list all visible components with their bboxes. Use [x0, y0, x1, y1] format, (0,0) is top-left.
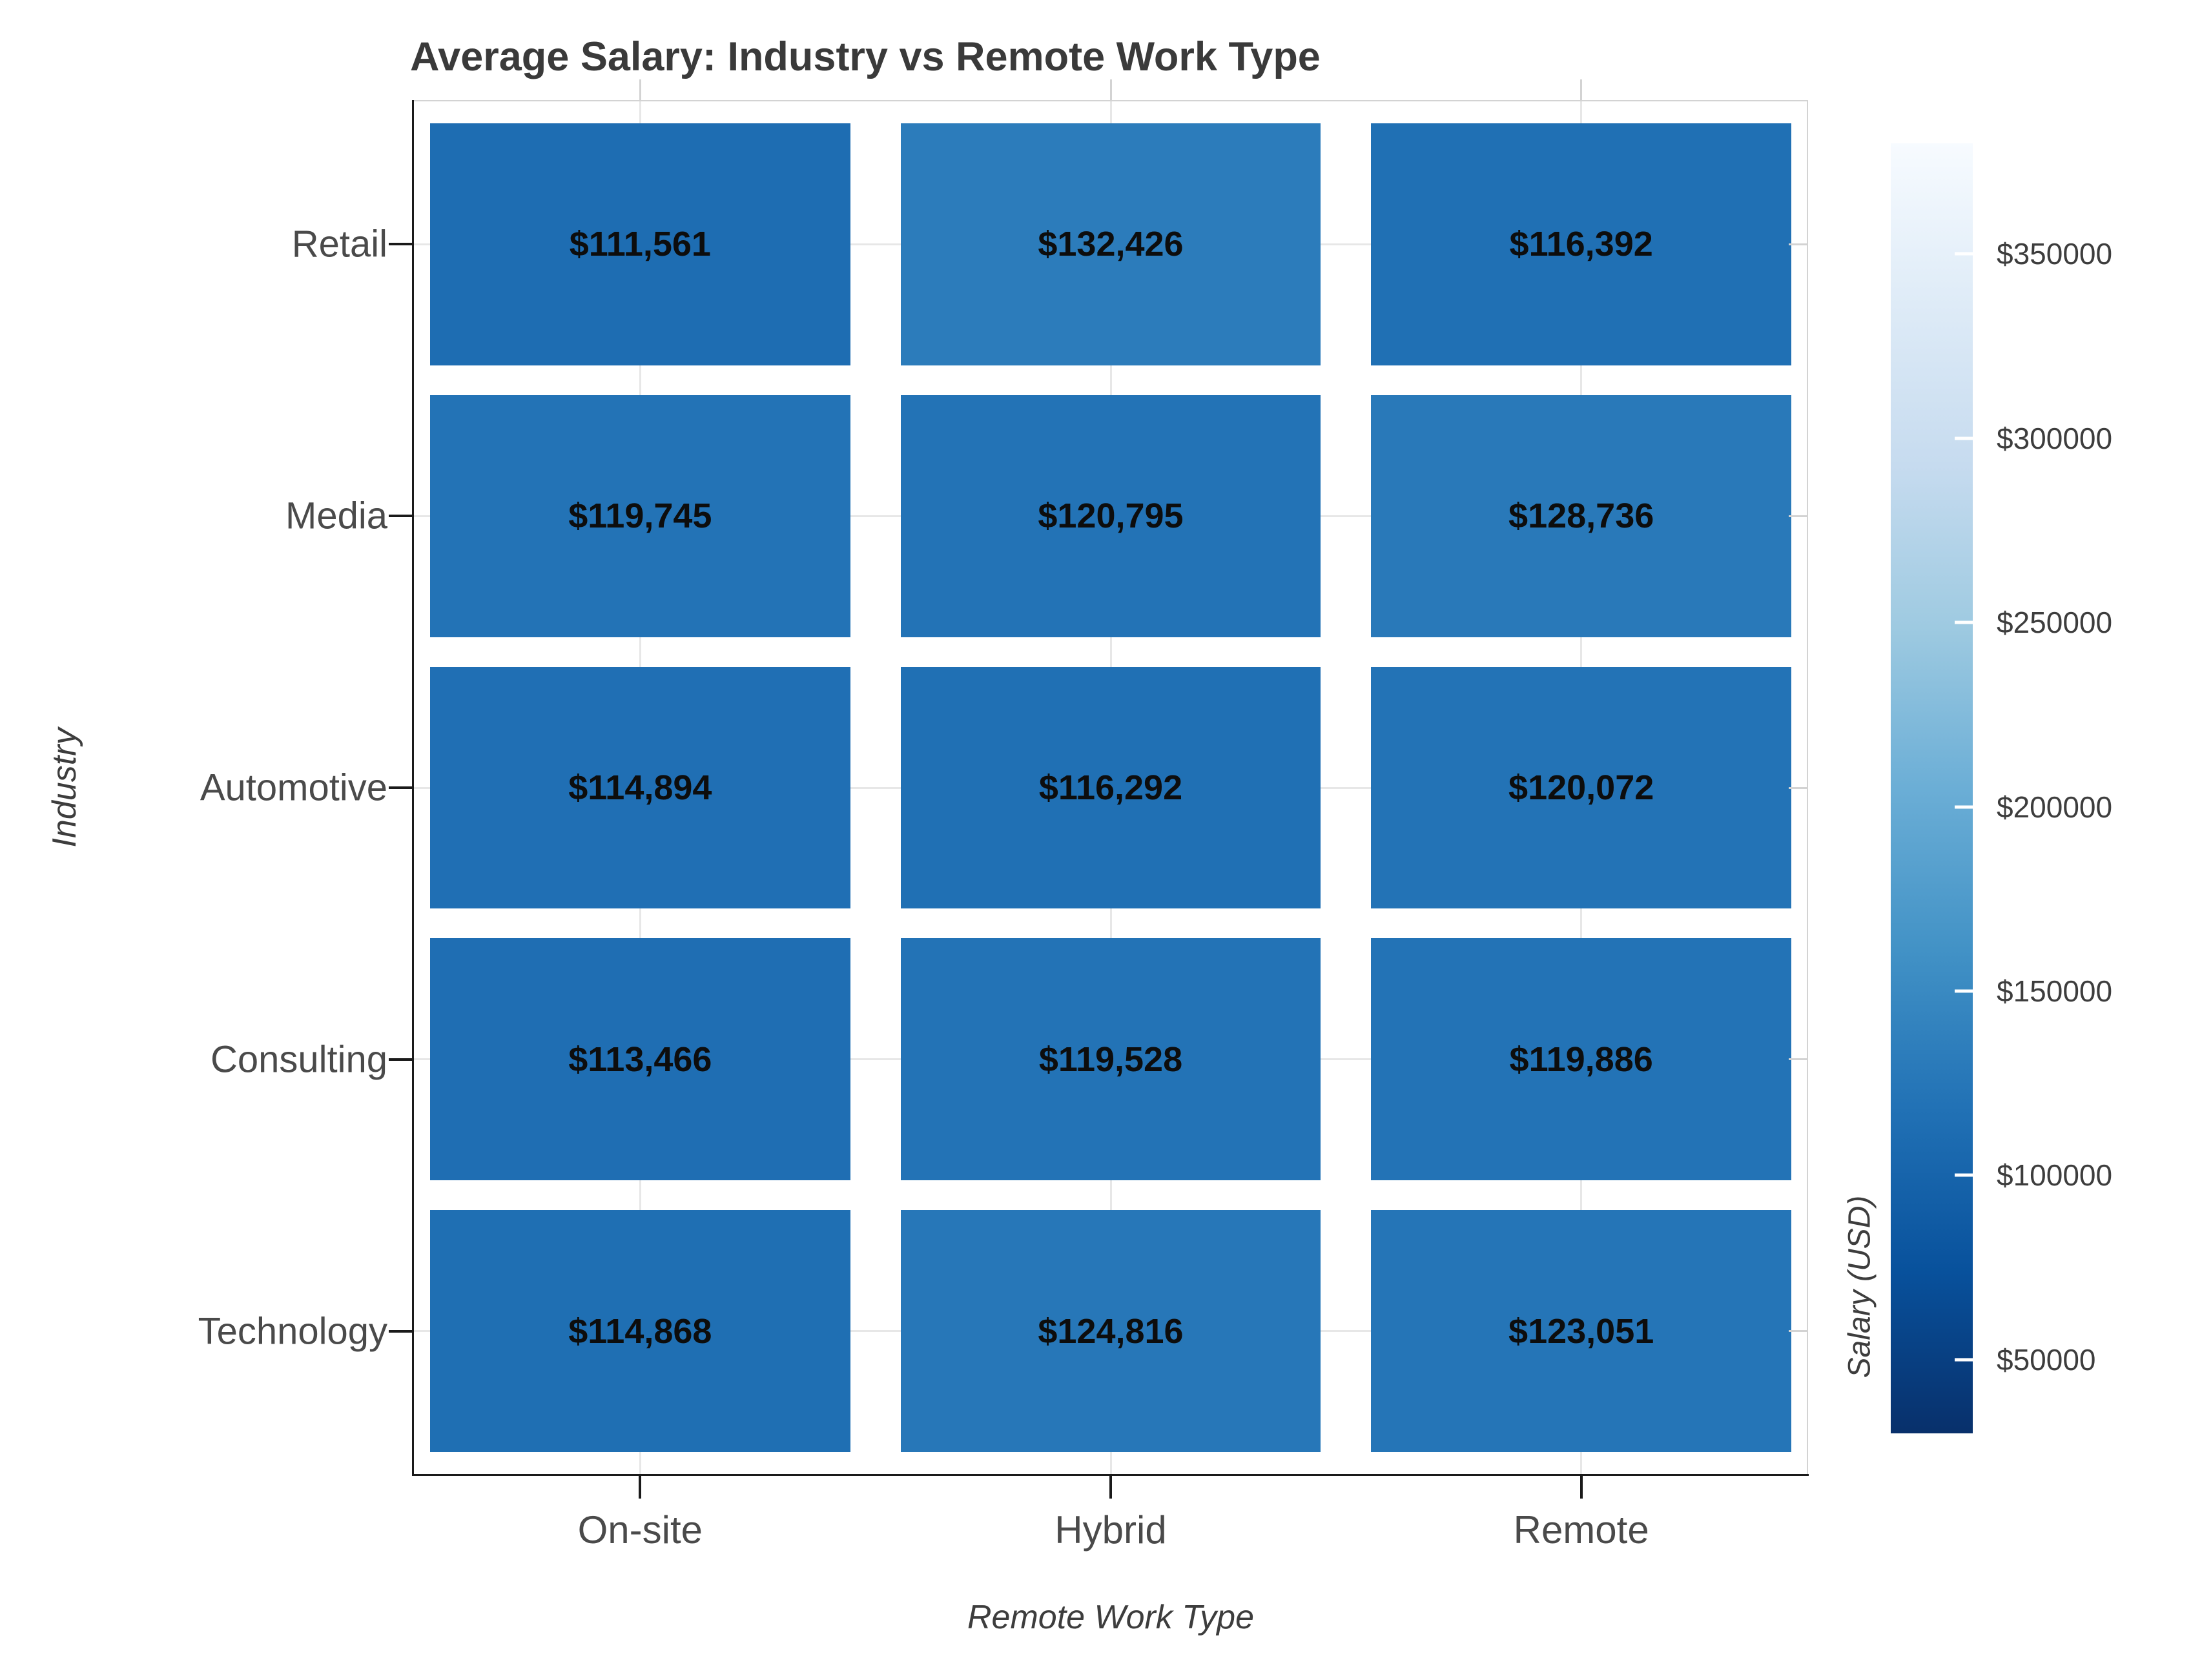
heatmap-cell-value: $120,795 — [1038, 497, 1184, 536]
y-tick-label: Automotive — [200, 766, 387, 809]
x-axis-tick — [1109, 1475, 1112, 1499]
heatmap-cell: $119,745 — [430, 394, 850, 637]
heatmap-cell-value: $114,868 — [568, 1311, 712, 1351]
top-spine-tick — [639, 79, 641, 101]
heatmap-cell: $116,392 — [1371, 123, 1791, 365]
heatmap-cell: $114,868 — [430, 1210, 850, 1452]
heatmap-cell: $120,795 — [900, 394, 1321, 637]
y-axis-tick — [389, 1329, 412, 1333]
heatmap-cell-value: $116,292 — [1038, 768, 1183, 807]
right-spine-tick — [1789, 243, 1808, 245]
heatmap-cell-value: $124,816 — [1038, 1311, 1184, 1351]
colorbar-tick — [1955, 1358, 1973, 1362]
colorbar-tick-label: $350000 — [1997, 237, 2113, 271]
x-tick-label: Hybrid — [1055, 1508, 1167, 1552]
colorbar-tick-label: $250000 — [1997, 606, 2113, 640]
heatmap-cell-value: $119,745 — [568, 497, 712, 536]
heatmap-cell-value: $132,426 — [1038, 225, 1184, 264]
colorbar-tick-label: $150000 — [1997, 974, 2113, 1008]
heatmap-cell: $116,292 — [900, 666, 1321, 909]
y-axis-tick — [389, 515, 412, 518]
left-spine — [412, 100, 414, 1475]
heatmap-cell-value: $113,466 — [568, 1040, 712, 1079]
colorbar-tick — [1955, 252, 1973, 256]
heatmap-cell: $119,886 — [1371, 938, 1791, 1181]
right-spine-tick — [1789, 786, 1808, 789]
heatmap-cell: $113,466 — [430, 938, 850, 1181]
plot-area: $111,561 $132,426 $116,392 $119,745 $120,795… — [412, 100, 1809, 1476]
colorbar-tick-label: $200000 — [1997, 790, 2113, 824]
heatmap-cell-value: $128,736 — [1508, 497, 1654, 536]
heatmap-cell: $111,561 — [430, 123, 850, 365]
y-tick-label: Retail — [291, 223, 387, 265]
heatmap-cell: $120,072 — [1371, 666, 1791, 909]
x-tick-label: Remote — [1513, 1508, 1649, 1552]
top-spine-tick — [1109, 79, 1112, 101]
top-spine-tick — [1580, 79, 1583, 101]
heatmap-cell: $114,894 — [430, 666, 850, 909]
y-axis-title: Industry — [46, 728, 83, 848]
x-tick-label: On-site — [577, 1508, 703, 1552]
colorbar-title: Salary (USD) — [1842, 1195, 1877, 1378]
heatmap-cell-value: $111,561 — [569, 225, 711, 264]
right-spine-tick — [1789, 515, 1808, 517]
colorbar-tick — [1955, 989, 1973, 993]
x-axis-tick — [1579, 1475, 1583, 1499]
heatmap-cell: $124,816 — [900, 1210, 1321, 1452]
y-tick-label: Media — [285, 495, 387, 537]
heatmap-cell: $123,051 — [1371, 1210, 1791, 1452]
colorbar-tick — [1955, 805, 1973, 809]
y-tick-label: Consulting — [210, 1038, 387, 1081]
heatmap-cell-value: $116,392 — [1509, 225, 1653, 264]
colorbar-tick-label: $300000 — [1997, 421, 2113, 455]
colorbar-tick — [1955, 436, 1973, 440]
heatmap-cell-value: $120,072 — [1508, 768, 1654, 807]
y-tick-label: Technology — [198, 1310, 387, 1353]
heatmap-cell-value: $123,051 — [1508, 1311, 1654, 1351]
chart-title: Average Salary: Industry vs Remote Work … — [410, 34, 1321, 79]
heatmap-cell-value: $119,528 — [1038, 1040, 1183, 1079]
bottom-spine — [412, 1474, 1809, 1476]
colorbar-tick — [1955, 620, 1973, 624]
colorbar-gradient — [1891, 143, 1973, 1433]
x-axis-title: Remote Work Type — [967, 1599, 1255, 1636]
heatmap-cell-value: $114,894 — [568, 768, 712, 807]
heatmap-cell: $132,426 — [900, 123, 1321, 365]
heatmap-cell-value: $119,886 — [1509, 1040, 1653, 1079]
y-axis-tick — [389, 786, 412, 789]
heatmap-cell: $128,736 — [1371, 394, 1791, 637]
heatmap-cell: $119,528 — [900, 938, 1321, 1181]
y-axis-tick — [389, 1058, 412, 1061]
right-spine-tick — [1789, 1058, 1808, 1061]
colorbar-tick-label: $100000 — [1997, 1158, 2113, 1193]
right-spine-tick — [1789, 1330, 1808, 1333]
colorbar-tick-label: $50000 — [1997, 1342, 2096, 1377]
x-axis-tick — [639, 1475, 642, 1499]
colorbar-tick — [1955, 1173, 1973, 1177]
y-axis-tick — [389, 243, 412, 246]
